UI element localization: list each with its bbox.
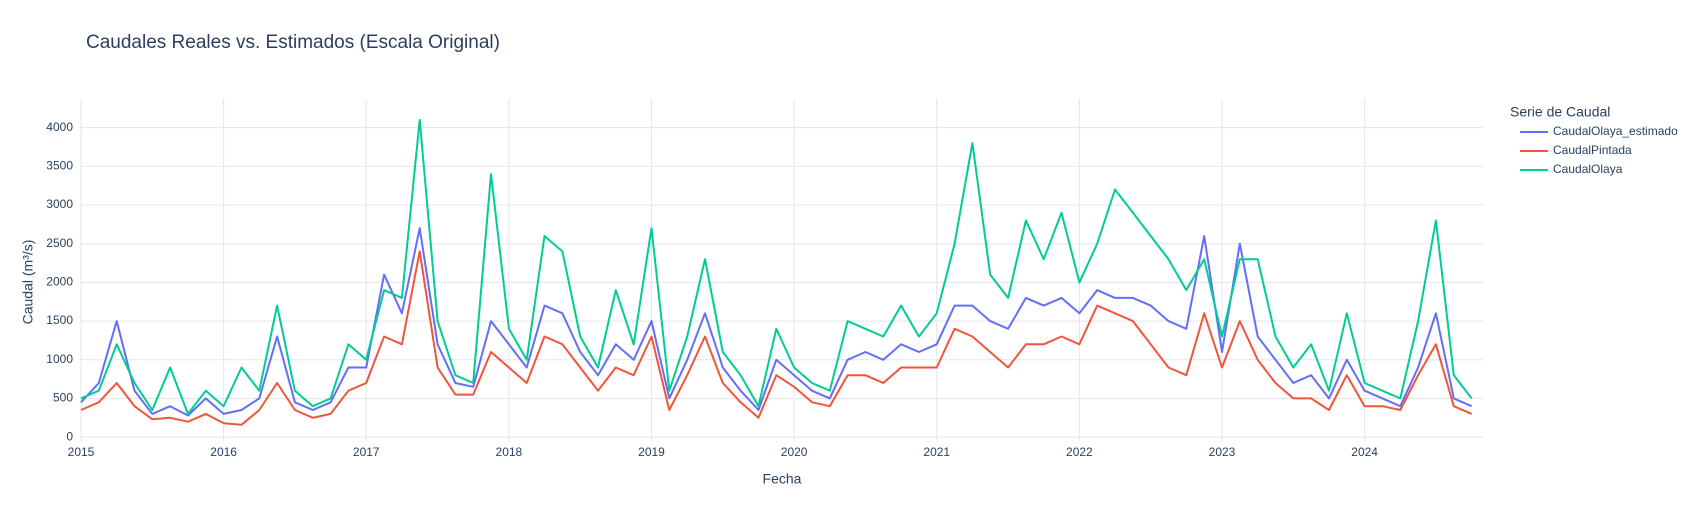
y-tick-label: 2000: [46, 275, 73, 289]
y-tick-label: 1500: [46, 313, 73, 327]
y-tick-label: 0: [66, 429, 73, 443]
x-tick-label: 2017: [353, 445, 380, 459]
x-tick-label: 2019: [638, 445, 665, 459]
series-line: [80, 227, 1473, 417]
x-tick-label: 2022: [1066, 445, 1093, 459]
y-tick-label: 3500: [46, 158, 73, 172]
x-axis-title: Fecha: [763, 471, 802, 487]
y-tick-label: 500: [53, 391, 73, 405]
y-tick-label: 3000: [46, 197, 73, 211]
legend-label: CaudalOlaya_estimado: [1553, 124, 1678, 138]
legend-label: CaudalPintada: [1553, 143, 1632, 157]
x-tick-label: 2016: [210, 445, 237, 459]
x-tick-label: 2021: [923, 445, 950, 459]
series-line: [80, 250, 1472, 426]
y-tick-label: 2500: [46, 236, 73, 250]
x-tick-label: 2020: [781, 445, 808, 459]
y-tick-label: 1000: [46, 352, 73, 366]
y-axis-title: Caudal (m³/s): [20, 240, 36, 325]
series-line: [80, 118, 1473, 415]
x-tick-label: 2018: [496, 445, 523, 459]
legend-title: Serie de Caudal: [1510, 104, 1610, 120]
x-tick-label: 2024: [1351, 445, 1378, 459]
x-tick-label: 2023: [1209, 445, 1236, 459]
y-tick-label: 4000: [46, 120, 73, 134]
legend-label: CaudalOlaya: [1553, 162, 1623, 176]
x-tick-label: 2015: [68, 445, 95, 459]
chart-title: Caudales Reales vs. Estimados (Escala Or…: [86, 32, 500, 53]
